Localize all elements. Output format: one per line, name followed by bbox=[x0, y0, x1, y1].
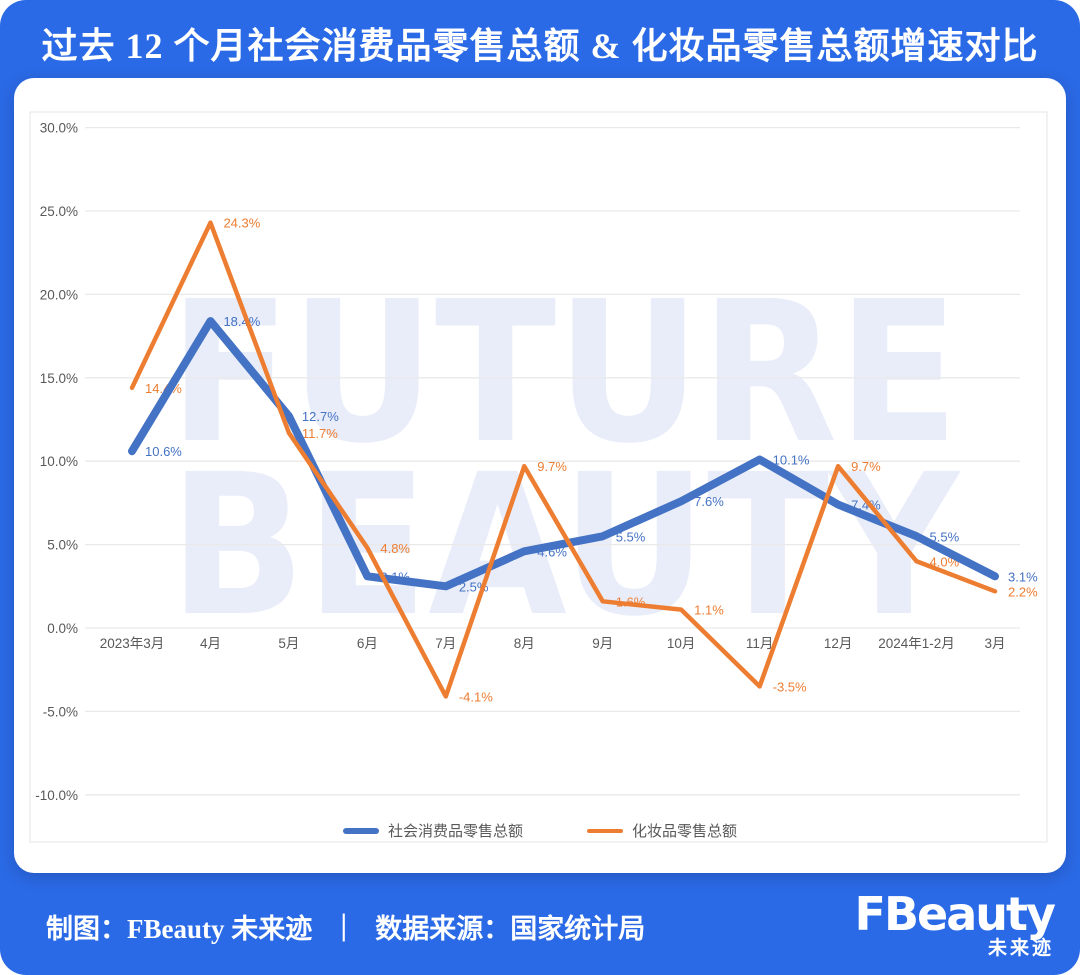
x-category-label: 6月 bbox=[357, 636, 378, 651]
x-category-label: 5月 bbox=[278, 636, 299, 651]
x-category-label: 10月 bbox=[667, 636, 696, 651]
y-tick-label: 0.0% bbox=[47, 621, 78, 636]
y-tick-label: 30.0% bbox=[40, 121, 78, 136]
x-category-label: 8月 bbox=[514, 636, 535, 651]
data-label-series-2: 11.7% bbox=[302, 426, 338, 441]
y-tick-label: 10.0% bbox=[40, 454, 78, 469]
legend-swatch bbox=[587, 828, 623, 833]
y-tick-label: 15.0% bbox=[40, 371, 78, 386]
legend-item-1: 社会消费品零售总额 bbox=[342, 820, 523, 841]
data-label-series-1: 3.1% bbox=[1008, 569, 1038, 584]
data-label-series-1: 12.7% bbox=[302, 409, 339, 424]
legend-label: 化妆品零售总额 bbox=[632, 823, 738, 840]
footer-credit-text: 制图：FBeauty 未来迹 bbox=[46, 914, 313, 944]
line-chart: FUTUREBEAUTY30.0%25.0%20.0%15.0%10.0%5.0… bbox=[29, 111, 1048, 843]
fbeauty-logo: FBeauty 未来迹 bbox=[854, 887, 1056, 960]
footer-separator: ｜ bbox=[330, 914, 358, 944]
data-label-series-2: -3.5% bbox=[773, 679, 807, 694]
footer-source-text: 数据来源：国家统计局 bbox=[375, 914, 646, 944]
y-tick-label: 5.0% bbox=[47, 538, 78, 553]
x-category-label: 9月 bbox=[592, 636, 613, 651]
data-label-series-1: 5.5% bbox=[616, 529, 646, 544]
legend-item-2: 化妆品零售总额 bbox=[587, 820, 737, 841]
x-category-label: 11月 bbox=[746, 636, 774, 651]
data-label-series-2: 1.1% bbox=[694, 603, 724, 618]
data-label-series-2: 2.2% bbox=[1008, 584, 1038, 599]
y-tick-label: 25.0% bbox=[40, 204, 78, 219]
x-category-label: 12月 bbox=[824, 636, 853, 651]
data-label-series-2: 9.7% bbox=[537, 459, 567, 474]
plot-frame bbox=[29, 111, 1048, 843]
data-label-series-2: -4.1% bbox=[459, 689, 493, 704]
fbeauty-logo-text: FBeauty bbox=[854, 887, 1056, 941]
data-label-series-2: 4.8% bbox=[380, 541, 410, 556]
page-title: 过去 12 个月社会消费品零售总额 & 化妆品零售总额增速对比 bbox=[41, 26, 1039, 66]
data-label-series-1: 10.6% bbox=[145, 444, 182, 459]
legend-label: 社会消费品零售总额 bbox=[387, 823, 523, 840]
footer: 制图：FBeauty 未来迹 ｜ 数据来源：国家统计局 FBeauty 未来迹 bbox=[0, 875, 1080, 975]
data-label-series-1: 7.6% bbox=[694, 494, 724, 509]
x-category-label: 2023年3月 bbox=[100, 636, 165, 651]
data-label-series-2: 9.7% bbox=[851, 459, 881, 474]
y-tick-label: 20.0% bbox=[40, 287, 78, 302]
footer-credits: 制图：FBeauty 未来迹 ｜ 数据来源：国家统计局 bbox=[46, 907, 645, 946]
legend-swatch bbox=[342, 827, 379, 834]
x-category-label: 2024年1-2月 bbox=[878, 636, 955, 651]
y-tick-label: -5.0% bbox=[43, 704, 78, 719]
y-tick-label: -10.0% bbox=[35, 788, 78, 803]
x-category-label: 7月 bbox=[435, 636, 456, 651]
x-category-label: 3月 bbox=[984, 636, 1005, 651]
data-label-series-2: 24.3% bbox=[223, 216, 260, 231]
data-label-series-1: 5.5% bbox=[930, 529, 960, 544]
chart-card: FUTURE BEAUTY 30.0% 25.0% 20.0% 15.0% 10.0% 5.0… bbox=[14, 78, 1066, 873]
data-label-series-1: 18.4% bbox=[223, 314, 260, 329]
x-category-label: 4月 bbox=[200, 636, 221, 651]
series-line-2 bbox=[129, 220, 998, 699]
fbeauty-logo-subtext: 未来迹 bbox=[987, 938, 1054, 959]
data-label-series-1: 10.1% bbox=[773, 453, 810, 468]
chart-legend: 社会消费品零售总额 化妆品零售总额 bbox=[14, 820, 1066, 841]
